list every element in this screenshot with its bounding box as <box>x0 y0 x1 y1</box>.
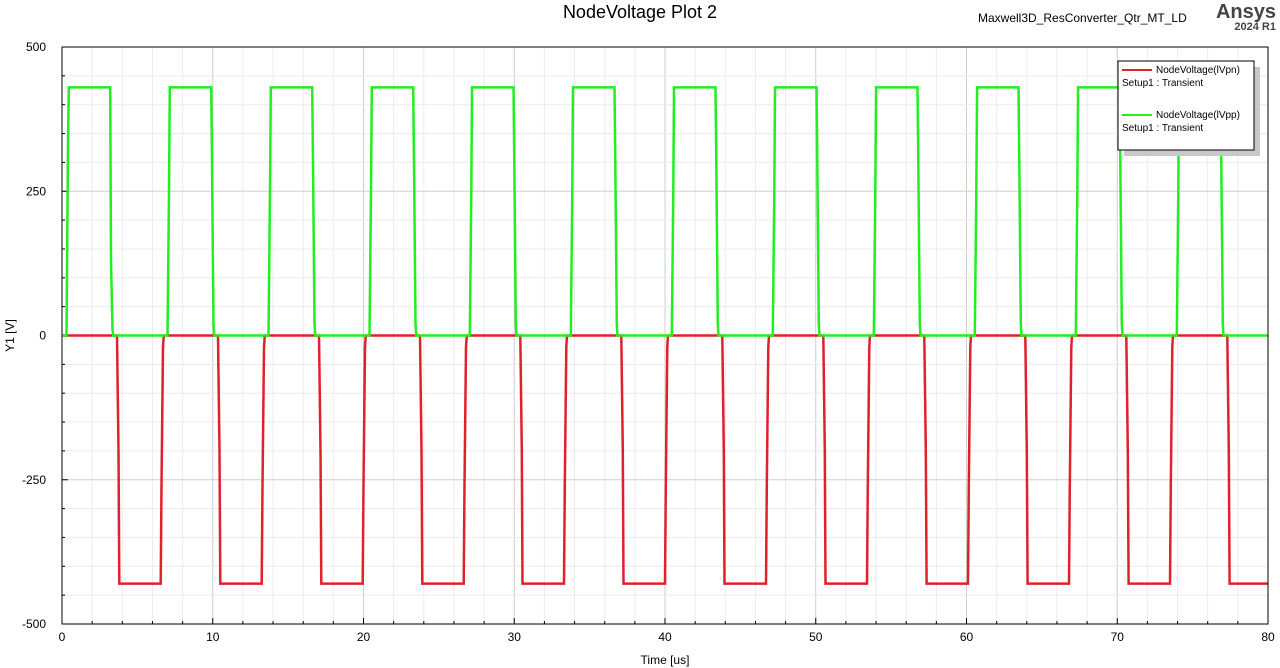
x-tick-label: 80 <box>1261 630 1275 644</box>
x-tick-label: 10 <box>206 630 220 644</box>
x-tick-label: 50 <box>809 630 823 644</box>
x-tick-label: 70 <box>1111 630 1125 644</box>
y-tick-label: -500 <box>22 617 46 631</box>
legend[interactable]: NodeVoltage(lVpn) Setup1 : Transient NodeV… <box>1117 60 1260 156</box>
x-tick-label: 30 <box>508 630 522 644</box>
series-line-vpp <box>62 86 1268 337</box>
y-tick-label: 0 <box>39 329 46 343</box>
x-tick-label: 40 <box>658 630 672 644</box>
brand-name: Ansys <box>1215 1 1276 23</box>
legend-entry-name: NodeVoltage(lVpp) <box>1156 110 1240 121</box>
x-tick-label: 20 <box>357 630 371 644</box>
series-line-vpn <box>62 334 1268 585</box>
y-tick-label: -250 <box>22 473 46 487</box>
x-tick-label: 0 <box>59 630 66 644</box>
series-layer <box>62 86 1268 585</box>
y-tick-label: 500 <box>26 40 46 54</box>
plot-title: NodeVoltage Plot 2 <box>562 2 718 22</box>
plot-frame <box>61 46 1269 625</box>
legend-entry-setup: Setup1 : Transient <box>1122 123 1203 134</box>
y-tick-label: 250 <box>26 184 46 198</box>
x-tick-label: 60 <box>960 630 974 644</box>
y-axis-title: Y1 [V] <box>3 319 17 352</box>
tick-labels: 0 10 20 30 40 50 60 70 80 -500 -250 0 250 500 <box>22 40 1275 644</box>
brand-version: 2024 R1 <box>1234 21 1276 33</box>
legend-entry-name: NodeVoltage(lVpn) <box>1156 65 1240 76</box>
legend-box <box>1117 60 1255 151</box>
legend-entry-setup: Setup1 : Transient <box>1122 78 1203 89</box>
brand-logo: Ansys 2024 R1 <box>1216 2 1276 33</box>
x-axis-title: Time [us] <box>641 653 690 667</box>
project-name: Maxwell3D_ResConverter_Qtr_MT_LD <box>978 11 1187 25</box>
